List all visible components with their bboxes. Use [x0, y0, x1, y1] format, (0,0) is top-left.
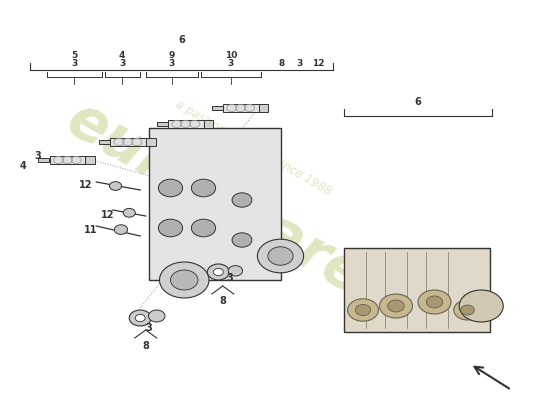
Text: 10: 10 [225, 51, 237, 60]
Bar [258, 104, 268, 112]
Circle shape [109, 182, 122, 190]
Text: 11: 11 [84, 225, 97, 235]
Circle shape [148, 310, 165, 322]
Circle shape [232, 233, 252, 247]
Circle shape [160, 262, 209, 298]
Circle shape [459, 290, 503, 322]
Text: eurospares: eurospares [57, 91, 405, 325]
Circle shape [228, 266, 243, 276]
Circle shape [191, 179, 216, 197]
Text: 8: 8 [219, 296, 226, 306]
Circle shape [418, 290, 451, 314]
Bar [204, 120, 213, 128]
Circle shape [268, 247, 293, 265]
Text: 3: 3 [296, 60, 303, 68]
Text: 3: 3 [119, 60, 125, 68]
Text: 3: 3 [227, 273, 233, 283]
Text: 12: 12 [79, 180, 92, 190]
Bar [146, 138, 156, 146]
Text: 3: 3 [71, 60, 78, 68]
Text: 8: 8 [278, 60, 285, 68]
Text: a passion for parts since 1988: a passion for parts since 1988 [173, 98, 333, 198]
Bar [212, 106, 223, 110]
Text: 8: 8 [142, 341, 149, 351]
Text: 3: 3 [228, 60, 234, 68]
Circle shape [129, 310, 151, 326]
Circle shape [461, 305, 474, 315]
Circle shape [232, 193, 252, 207]
Bar [99, 140, 110, 144]
Bar [110, 138, 146, 146]
Circle shape [213, 268, 223, 276]
Circle shape [170, 270, 198, 290]
Circle shape [379, 294, 412, 318]
Circle shape [135, 314, 145, 322]
Bar [157, 122, 168, 126]
Circle shape [257, 239, 304, 273]
Circle shape [355, 304, 371, 316]
Circle shape [348, 299, 378, 321]
Text: 5: 5 [71, 51, 78, 60]
Circle shape [123, 208, 135, 217]
Bar [168, 120, 204, 128]
Text: 4: 4 [119, 51, 125, 60]
Circle shape [454, 300, 481, 320]
FancyBboxPatch shape [344, 248, 490, 332]
Text: 4: 4 [20, 161, 26, 171]
Bar [85, 156, 95, 164]
Circle shape [191, 219, 216, 237]
Circle shape [158, 179, 183, 197]
Bar [223, 104, 258, 112]
Text: 3: 3 [145, 323, 152, 333]
Text: 6: 6 [178, 35, 185, 45]
Circle shape [114, 225, 128, 234]
Bar [39, 158, 50, 162]
Circle shape [207, 264, 229, 280]
Text: 12: 12 [101, 210, 114, 220]
Circle shape [426, 296, 443, 308]
Circle shape [388, 300, 404, 312]
Text: 6: 6 [415, 97, 421, 107]
Text: 3: 3 [34, 151, 41, 161]
Text: 9: 9 [168, 51, 175, 60]
Circle shape [158, 219, 183, 237]
Text: 3: 3 [168, 60, 175, 68]
Text: 12: 12 [312, 60, 324, 68]
Bar [50, 156, 85, 164]
FancyBboxPatch shape [148, 128, 280, 280]
